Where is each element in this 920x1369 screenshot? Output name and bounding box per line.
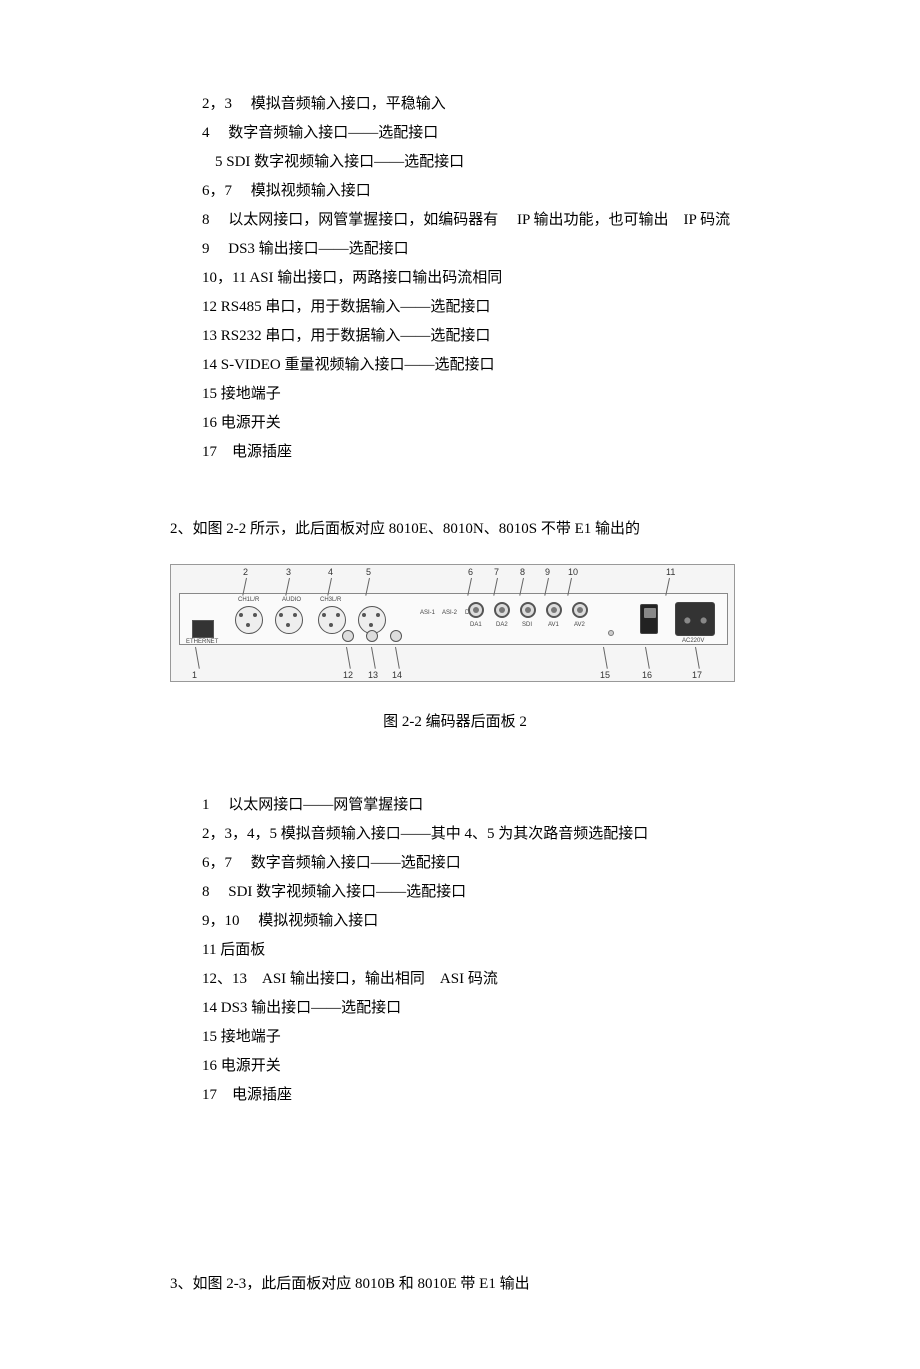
pointer-number-bottom: 16 bbox=[642, 670, 652, 680]
pointer-number-top: 8 bbox=[520, 567, 525, 577]
ethernet-label: ETHERNET bbox=[186, 639, 218, 645]
list2-item: 15 接地端子 bbox=[202, 1023, 830, 1052]
bnc-connector-icon bbox=[468, 602, 484, 618]
pointer-line bbox=[395, 647, 400, 669]
pointer-number-top: 9 bbox=[545, 567, 550, 577]
list1-item: 10，11 ASI 输出接口，两路接口输出码流相同 bbox=[202, 264, 830, 293]
pointer-number-top: 3 bbox=[286, 567, 291, 577]
xlr-connector-icon bbox=[275, 606, 303, 634]
pointer-number-top: 2 bbox=[243, 567, 248, 577]
list1-item: 17 电源插座 bbox=[202, 438, 830, 467]
pointer-number-bottom: 17 bbox=[692, 670, 702, 680]
page-content: 2，3 模拟音频输入接口，平稳输入 4 数字音频输入接口——选配接口 5 SDI… bbox=[0, 90, 920, 1299]
list2-item: 8 SDI 数字视频输入接口——选配接口 bbox=[202, 878, 830, 907]
ethernet-port-icon bbox=[192, 620, 214, 638]
ground-screw-icon bbox=[608, 630, 614, 636]
asi1-label: ASI-1 bbox=[420, 610, 435, 616]
list1-item: 5 SDI 数字视频输入接口——选配接口 bbox=[215, 148, 830, 177]
asi2-label: ASI-2 bbox=[442, 610, 457, 616]
list1-item: 16 电源开关 bbox=[202, 409, 830, 438]
pointer-number-bottom: 1 bbox=[192, 670, 197, 680]
pointer-line bbox=[695, 647, 700, 669]
bnc-small-icon bbox=[390, 630, 402, 642]
pointer-line bbox=[645, 647, 650, 669]
pointer-number-top: 11 bbox=[666, 567, 675, 577]
figure-caption: 图 2-2 编码器后面板 2 bbox=[170, 710, 740, 731]
power-switch-icon bbox=[640, 604, 658, 634]
pointer-number-bottom: 13 bbox=[368, 670, 378, 680]
list1-item: 14 S-VIDEO 重量视频输入接口——选配接口 bbox=[202, 351, 830, 380]
xlr-connector-icon bbox=[318, 606, 346, 634]
ch12-label: CH1L/R bbox=[238, 597, 259, 603]
da2-label: DA2 bbox=[496, 622, 508, 628]
bnc-connector-icon bbox=[520, 602, 536, 618]
pointer-line bbox=[195, 647, 200, 669]
list2-item: 11 后面板 bbox=[202, 936, 830, 965]
pointer-number-bottom: 12 bbox=[343, 670, 353, 680]
list1-item: 6，7 模拟视频输入接口 bbox=[202, 177, 830, 206]
sdi-label: SDI bbox=[522, 622, 532, 628]
list1-item: 8 以太网接口，网管掌握接口，如编码器有 IP 输出功能，也可输出 IP 码流 bbox=[202, 206, 830, 235]
xlr-connector-icon bbox=[235, 606, 263, 634]
pointer-number-top: 5 bbox=[366, 567, 371, 577]
list1-item: 9 DS3 输出接口——选配接口 bbox=[202, 235, 830, 264]
pointer-number-top: 10 bbox=[568, 567, 578, 577]
list2-item: 16 电源开关 bbox=[202, 1052, 830, 1081]
power-inlet-icon bbox=[675, 602, 715, 636]
list2-item: 6，7 数字音频输入接口——选配接口 bbox=[202, 849, 830, 878]
bnc-connector-icon bbox=[546, 602, 562, 618]
bnc-connector-icon bbox=[572, 602, 588, 618]
list2-item: 2，3，4，5 模拟音频输入接口——其中 4、5 为其次路音频选配接口 bbox=[202, 820, 830, 849]
list2-item: 14 DS3 输出接口——选配接口 bbox=[202, 994, 830, 1023]
section2-header: 2、如图 2-2 所示，此后面板对应 8010E、8010N、8010S 不带 … bbox=[170, 515, 830, 544]
list1-item: 4 数字音频输入接口——选配接口 bbox=[202, 119, 830, 148]
pointer-line bbox=[603, 647, 608, 669]
pointer-number-top: 4 bbox=[328, 567, 333, 577]
pointer-line bbox=[346, 647, 351, 669]
bnc-small-icon bbox=[342, 630, 354, 642]
figure-2-2: ETHERNET CH1L/R AUDIO CH3L/R ASI-1 ASI-2… bbox=[170, 564, 740, 731]
list2-item: 17 电源插座 bbox=[202, 1081, 830, 1110]
power-label: AC220V bbox=[682, 638, 704, 644]
list2-item: 12、13 ASI 输出接口，输出相同 ASI 码流 bbox=[202, 965, 830, 994]
av2-label: AV2 bbox=[574, 622, 585, 628]
list1-item: 2，3 模拟音频输入接口，平稳输入 bbox=[202, 90, 830, 119]
list2-item: 1 以太网接口——网管掌握接口 bbox=[202, 791, 830, 820]
panel-chassis: ETHERNET CH1L/R AUDIO CH3L/R ASI-1 ASI-2… bbox=[179, 593, 728, 645]
bnc-small-icon bbox=[366, 630, 378, 642]
pointer-line bbox=[371, 647, 376, 669]
pointer-number-bottom: 15 bbox=[600, 670, 610, 680]
list1-item: 15 接地端子 bbox=[202, 380, 830, 409]
rear-panel-diagram: ETHERNET CH1L/R AUDIO CH3L/R ASI-1 ASI-2… bbox=[170, 564, 735, 682]
list2-item: 9，10 模拟视频输入接口 bbox=[202, 907, 830, 936]
section3-header: 3、如图 2-3，此后面板对应 8010B 和 8010E 带 E1 输出 bbox=[170, 1270, 830, 1299]
bnc-connector-icon bbox=[494, 602, 510, 618]
ch34-label: CH3L/R bbox=[320, 597, 341, 603]
pointer-number-bottom: 14 bbox=[392, 670, 402, 680]
list1-item: 13 RS232 串口，用于数据输入——选配接口 bbox=[202, 322, 830, 351]
audio-label: AUDIO bbox=[282, 597, 301, 603]
da1-label: DA1 bbox=[470, 622, 482, 628]
av1-label: AV1 bbox=[548, 622, 559, 628]
pointer-number-top: 7 bbox=[494, 567, 499, 577]
list1-item: 12 RS485 串口，用于数据输入——选配接口 bbox=[202, 293, 830, 322]
pointer-number-top: 6 bbox=[468, 567, 473, 577]
